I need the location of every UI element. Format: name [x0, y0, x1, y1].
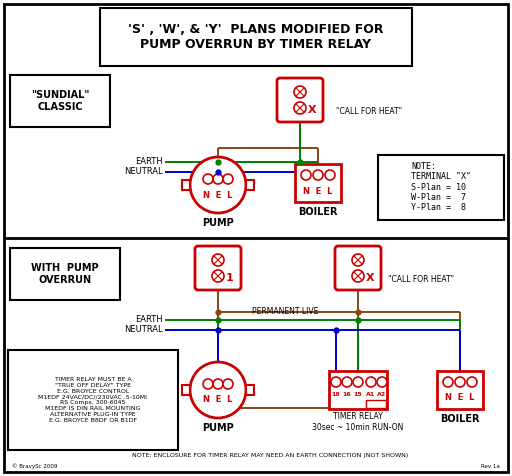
Text: TIMER RELAY MUST BE A
"TRUE OFF DELAY" TYPE
E.G. BROYCE CONTROL
M1EDF 24VAC/DC//: TIMER RELAY MUST BE A "TRUE OFF DELAY" T…	[38, 377, 147, 423]
Text: 15: 15	[354, 393, 362, 397]
Circle shape	[366, 377, 376, 387]
Text: EARTH: EARTH	[135, 316, 163, 325]
Circle shape	[313, 170, 323, 180]
Circle shape	[331, 377, 341, 387]
Circle shape	[213, 174, 223, 184]
Text: Rev 1a: Rev 1a	[481, 464, 500, 468]
Text: "CALL FOR HEAT": "CALL FOR HEAT"	[336, 108, 402, 117]
Text: "SUNDIAL"
CLASSIC: "SUNDIAL" CLASSIC	[31, 90, 89, 112]
Bar	[10, 75, 110, 127]
Circle shape	[467, 377, 477, 387]
Text: 18: 18	[332, 393, 340, 397]
Bar	[8, 350, 178, 450]
Text: NEUTRAL: NEUTRAL	[124, 168, 163, 177]
Text: N  E  L: N E L	[303, 187, 333, 196]
Circle shape	[352, 254, 364, 266]
Text: © BravySc 2009: © BravySc 2009	[12, 463, 57, 469]
Bar	[100, 8, 412, 66]
Text: X: X	[308, 105, 316, 115]
Text: EARTH: EARTH	[135, 158, 163, 167]
Text: 16: 16	[343, 393, 351, 397]
Circle shape	[213, 379, 223, 389]
Text: NOTE: ENCLOSURE FOR TIMER RELAY MAY NEED AN EARTH CONNECTION (NOT SHOWN): NOTE: ENCLOSURE FOR TIMER RELAY MAY NEED…	[132, 453, 408, 457]
Text: PUMP: PUMP	[202, 218, 234, 228]
Text: N  E  L: N E L	[203, 396, 232, 405]
Text: N  E  L: N E L	[445, 394, 475, 403]
Text: X: X	[366, 273, 374, 283]
Text: 'S' , 'W', & 'Y'  PLANS MODIFIED FOR
PUMP OVERRUN BY TIMER RELAY: 'S' , 'W', & 'Y' PLANS MODIFIED FOR PUMP…	[128, 23, 384, 51]
Text: NOTE:
TERMINAL "X"
S-Plan = 10
W-Plan =  7
Y-Plan =  8: NOTE: TERMINAL "X" S-Plan = 10 W-Plan = …	[411, 162, 471, 212]
Circle shape	[203, 174, 213, 184]
Bar	[437, 371, 483, 409]
Bar	[366, 400, 386, 408]
Circle shape	[190, 362, 246, 418]
Circle shape	[212, 254, 224, 266]
Circle shape	[294, 86, 306, 98]
Text: PUMP: PUMP	[202, 423, 234, 433]
Circle shape	[455, 377, 465, 387]
Text: NEUTRAL: NEUTRAL	[124, 326, 163, 335]
Bar	[246, 180, 254, 190]
Text: A2: A2	[377, 393, 387, 397]
FancyBboxPatch shape	[195, 246, 241, 290]
Text: A1: A1	[367, 393, 376, 397]
Bar	[329, 371, 387, 409]
Circle shape	[377, 377, 387, 387]
Text: TIMER RELAY
30sec ~ 10min RUN-ON: TIMER RELAY 30sec ~ 10min RUN-ON	[312, 412, 403, 432]
Bar	[378, 155, 504, 220]
Circle shape	[190, 157, 246, 213]
Text: BOILER: BOILER	[440, 414, 480, 424]
Bar	[246, 385, 254, 395]
Text: N  E  L: N E L	[203, 190, 232, 199]
Circle shape	[353, 377, 363, 387]
Circle shape	[352, 270, 364, 282]
Bar	[182, 385, 190, 395]
Circle shape	[223, 174, 233, 184]
Text: 1: 1	[226, 273, 234, 283]
Circle shape	[223, 379, 233, 389]
Text: PERMANENT LIVE: PERMANENT LIVE	[252, 307, 318, 317]
Text: "CALL FOR HEAT": "CALL FOR HEAT"	[388, 276, 454, 285]
Bar	[10, 248, 120, 300]
Circle shape	[212, 270, 224, 282]
Circle shape	[325, 170, 335, 180]
Circle shape	[301, 170, 311, 180]
Bar	[295, 164, 341, 202]
FancyBboxPatch shape	[335, 246, 381, 290]
Circle shape	[443, 377, 453, 387]
Bar	[182, 180, 190, 190]
Text: WITH  PUMP
OVERRUN: WITH PUMP OVERRUN	[31, 263, 99, 285]
Circle shape	[294, 102, 306, 114]
Text: BOILER: BOILER	[298, 207, 338, 217]
Circle shape	[203, 379, 213, 389]
FancyBboxPatch shape	[277, 78, 323, 122]
Circle shape	[342, 377, 352, 387]
